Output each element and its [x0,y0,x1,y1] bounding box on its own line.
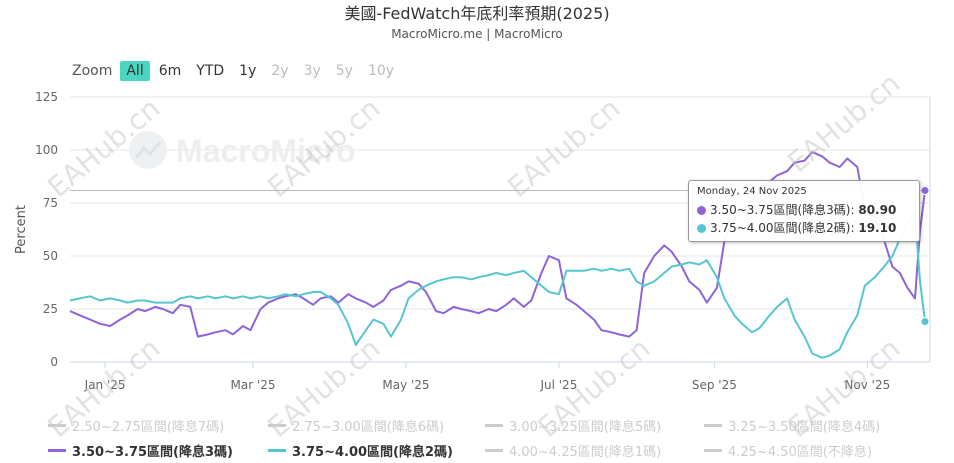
tooltip-label-2: 3.75~4.00區間(降息2碼): [710,221,859,235]
legend-label: 4.00~4.25區間(降息1碼) [509,445,662,460]
range-button-3y[interactable]: 3y [303,63,321,79]
watermark-text: MacroMicro [176,133,356,169]
y-axis-label: Percent [14,205,29,254]
legend-swatch [704,424,722,427]
legend-swatch [268,449,286,452]
hover-marker-5 [920,317,930,327]
x-tick-label: Nov '25 [844,378,890,392]
tooltip-value-1: 80.90 [858,203,897,217]
y-tick-label: 75 [43,196,58,210]
legend-label: 3.25~3.50區間(降息4碼) [728,420,881,435]
range-button-all[interactable]: All [120,61,150,81]
legend-item-1[interactable]: 2.50~2.75區間(降息7碼) [48,416,224,435]
legend-item-2[interactable]: 2.75~3.00區間(降息6碼) [268,416,444,435]
legend-label: 3.75~4.00區間(降息2碼) [292,445,453,460]
series-line-5[interactable] [69,212,926,359]
x-tick-label: Jul '25 [539,378,577,392]
range-button-6m[interactable]: 6m [158,63,182,79]
y-tick-label: 125 [35,90,58,104]
legend-item-7[interactable]: 4.00~4.25區間(降息1碼) [485,441,661,460]
legend-label: 4.25~4.50區間(不降息) [728,445,872,460]
chart-subtitle: MacroMicro.me | MacroMicro [391,27,563,41]
tooltip-label-1: 3.50~3.75區間(降息3碼): [710,203,859,217]
legend-swatch [48,449,66,452]
eahub-watermark: EAHub.cn [501,92,626,204]
hover-marker-4 [920,185,930,195]
x-tick-label: Jan '25 [84,378,126,392]
legend-label: 3.50~3.75區間(降息3碼) [72,445,233,460]
macromicro-watermark: MacroMicro [129,131,356,169]
y-tick-label: 50 [43,249,58,263]
tooltip-dot-purple [697,206,706,215]
tooltip-dot-teal [697,224,706,233]
range-button-5y[interactable]: 5y [335,63,353,79]
x-tick-label: Mar '25 [231,378,276,392]
legend-swatch [485,449,503,452]
tooltip-row-2: 3.75~4.00區間(降息2碼): 19.10 [697,219,896,236]
legend-label: 2.75~3.00區間(降息6碼) [292,420,445,435]
chart-title: 美國-FedWatch年底利率預期(2025) [344,4,610,23]
legend-item-5[interactable]: 3.50~3.75區間(降息3碼) [48,441,233,460]
legend-item-6[interactable]: 3.75~4.00區間(降息2碼) [268,441,453,460]
legend-label: 3.00~3.25區間(降息5碼) [509,420,662,435]
x-tick-label: Sep '25 [692,378,737,392]
tooltip-value-2: 19.10 [858,221,897,235]
legend-swatch [485,424,503,427]
tooltip: Monday, 24 Nov 2025 3.50~3.75區間(降息3碼): 8… [688,180,920,242]
y-tick-label: 25 [43,302,58,316]
range-button-ytd[interactable]: YTD [196,63,225,79]
y-tick-label: 100 [35,143,58,157]
series-line-4[interactable] [69,151,926,338]
x-tick-label: May '25 [382,378,429,392]
y-tick-label: 0 [50,355,58,369]
tooltip-date: Monday, 24 Nov 2025 [697,186,807,197]
legend-item-3[interactable]: 3.00~3.25區間(降息5碼) [485,416,661,435]
legend-swatch [268,424,286,427]
legend-swatch [704,449,722,452]
range-button-10y[interactable]: 10y [367,63,395,79]
range-selector: Zoom All 6m YTD 1y 2y 3y 5y 10y [72,59,403,83]
legend-item-4[interactable]: 3.25~3.50區間(降息4碼) [704,416,880,435]
legend-label: 2.50~2.75區間(降息7碼) [72,420,225,435]
legend-item-8[interactable]: 4.25~4.50區間(不降息) [704,441,872,460]
range-button-2y[interactable]: 2y [271,63,289,79]
tooltip-row-1: 3.50~3.75區間(降息3碼): 80.90 [697,201,896,218]
legend-swatch [48,424,66,427]
zoom-label: Zoom [72,63,113,79]
range-button-1y[interactable]: 1y [239,63,257,79]
